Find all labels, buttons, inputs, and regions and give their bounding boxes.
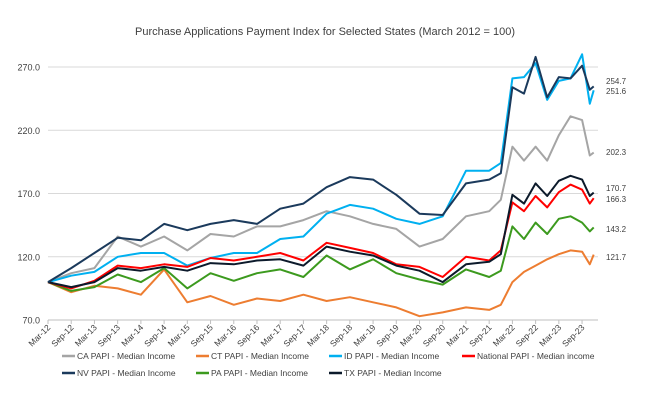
series-line-ca [47, 115, 595, 284]
legend-label: ID PAPI - Median Income [344, 351, 440, 361]
y-tick-label: 120.0 [17, 252, 40, 262]
y-tick-label: 220.0 [17, 126, 40, 136]
legend: CA PAPI - Median Income CT PAPI - Median … [62, 351, 595, 378]
x-tick-label: Sep-15 [188, 322, 215, 349]
x-tick-label: Mar-22 [491, 322, 517, 348]
x-tick-label: Mar-23 [537, 322, 563, 348]
end-value-label: 251.6 [606, 87, 627, 96]
x-tick-label: Mar-17 [258, 322, 284, 348]
x-tick-label: Mar-13 [73, 322, 99, 348]
x-tick-label: Sep-19 [374, 322, 401, 349]
x-tick-label: Sep-21 [467, 322, 494, 349]
x-tick-label: Mar-20 [398, 322, 424, 348]
x-tick-label: Mar-15 [166, 322, 192, 348]
legend-label: NV PAPI - Median Income [77, 368, 176, 378]
series-line-national [47, 183, 595, 290]
legend-item: ID PAPI - Median Income [329, 351, 440, 361]
legend-item: PA PAPI - Median Income [196, 368, 308, 378]
x-axis: Mar-12Sep-12Mar-13Sep-13Mar-14Sep-14Mar-… [26, 320, 587, 349]
series-lines [47, 53, 595, 318]
end-value-label: 166.3 [606, 195, 627, 204]
legend-item: NV PAPI - Median Income [62, 368, 176, 378]
x-tick-label: Sep-23 [560, 322, 587, 349]
x-tick-label: Sep-20 [421, 322, 448, 349]
y-tick-label: 170.0 [17, 189, 40, 199]
x-tick-label: Sep-18 [328, 322, 355, 349]
end-value-label: 202.3 [606, 148, 627, 157]
series-line-ct [47, 249, 595, 318]
end-value-label: 170.7 [606, 184, 627, 193]
series-line-nv [47, 55, 595, 283]
gridlines [48, 66, 598, 321]
y-axis: 70.0 120.0 170.0 220.0 270.0 [17, 63, 40, 326]
x-tick-label: Sep-17 [281, 322, 308, 349]
x-tick-label: Mar-21 [444, 322, 470, 348]
end-value-label: 121.7 [606, 253, 627, 262]
y-tick-label: 70.0 [22, 316, 40, 326]
x-tick-label: Sep-22 [514, 322, 541, 349]
legend-label: National PAPI - Median income [477, 351, 595, 361]
x-tick-label: Sep-16 [235, 322, 262, 349]
x-tick-label: Mar-18 [305, 322, 331, 348]
chart-title: Purchase Applications Payment Index for … [135, 26, 515, 38]
series-line-pa [47, 215, 595, 292]
series-line-id [47, 53, 595, 284]
legend-item: CT PAPI - Median Income [196, 351, 309, 361]
end-value-label: 143.2 [606, 225, 627, 234]
legend-label: TX PAPI - Median Income [344, 368, 442, 378]
series-line-tx [47, 174, 595, 289]
y-tick-label: 270.0 [17, 63, 40, 73]
x-tick-label: Mar-12 [26, 322, 52, 348]
x-tick-label: Mar-19 [351, 322, 377, 348]
x-tick-label: Mar-16 [212, 322, 238, 348]
x-tick-label: Sep-13 [96, 322, 123, 349]
legend-label: PA PAPI - Median Income [211, 368, 308, 378]
x-tick-label: Sep-14 [142, 322, 169, 349]
legend-item: National PAPI - Median income [462, 351, 595, 361]
legend-item: CA PAPI - Median Income [62, 351, 175, 361]
end-value-label: 254.7 [606, 77, 627, 86]
legend-label: CT PAPI - Median Income [211, 351, 309, 361]
legend-item: TX PAPI - Median Income [329, 368, 442, 378]
legend-label: CA PAPI - Median Income [77, 351, 175, 361]
x-tick-label: Sep-12 [49, 322, 76, 349]
end-labels: 202.3 121.7 251.6 166.3 254.7 143.2 170.7 [606, 77, 627, 262]
x-tick-label: Mar-14 [119, 322, 145, 348]
